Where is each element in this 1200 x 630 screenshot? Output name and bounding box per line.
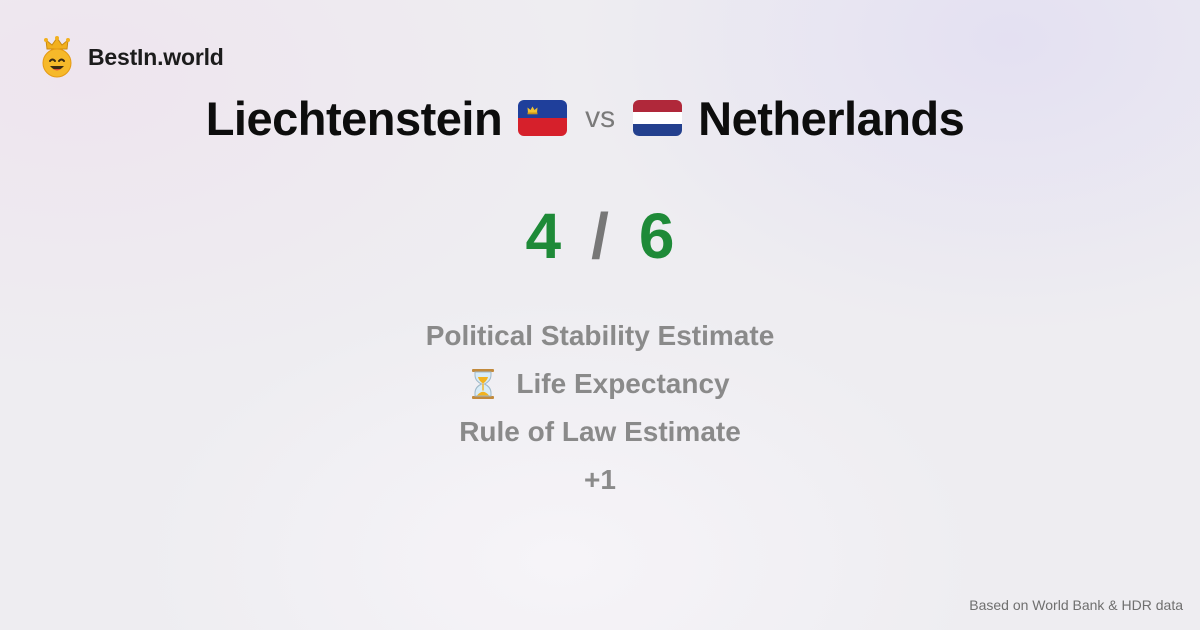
comparison-title: Liechtenstein vs Netherlands <box>0 88 1170 148</box>
brand-name: BestIn.world <box>88 43 224 70</box>
metric-label: Life Expectancy <box>516 368 730 399</box>
metric-political-stability: Political Stability Estimate <box>426 312 775 360</box>
right-score: 6 <box>638 200 675 272</box>
vs-label: vs <box>585 101 616 134</box>
netherlands-flag-icon <box>633 100 683 136</box>
metric-rule-of-law: Rule of Law Estimate <box>459 408 741 456</box>
liechtenstein-flag-icon <box>518 100 568 136</box>
left-country-name: Liechtenstein <box>205 91 503 145</box>
metric-label: Political Stability Estimate <box>425 320 775 351</box>
right-country-name: Netherlands <box>698 91 965 145</box>
brand[interactable]: BestIn.world <box>38 36 224 78</box>
score: 4 / 6 <box>0 196 1200 276</box>
metrics-list: Political Stability Estimate Life Expect… <box>0 312 1200 504</box>
metric-label: Rule of Law Estimate <box>459 416 741 447</box>
data-source-note: Based on World Bank & HDR data <box>969 597 1183 613</box>
score-separator: / <box>591 200 609 272</box>
metric-more-count: +1 <box>584 456 616 504</box>
left-score: 4 <box>525 200 562 272</box>
hourglass-icon <box>472 369 495 399</box>
metric-label: +1 <box>584 464 616 495</box>
metric-life-expectancy: Life Expectancy <box>470 360 730 408</box>
crowned-smiley-icon <box>42 36 72 78</box>
